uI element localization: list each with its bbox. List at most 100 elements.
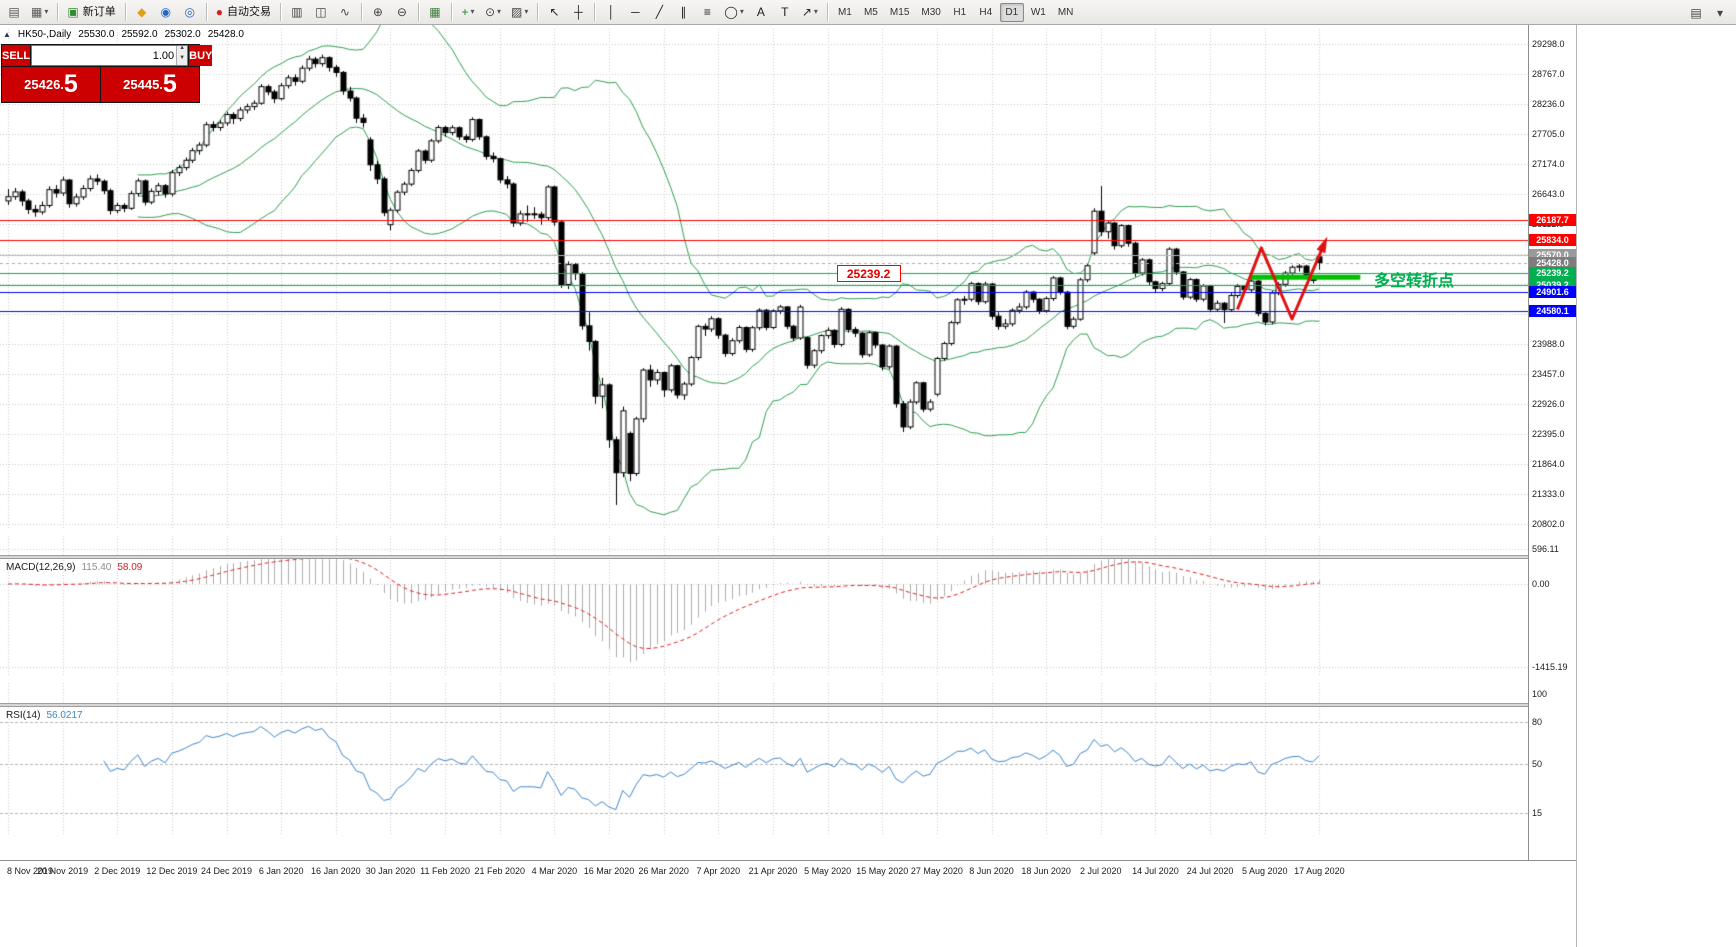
- rsi-axis-label: 15: [1532, 808, 1543, 818]
- date-axis-label: 17 Aug 2020: [1294, 866, 1345, 876]
- cursor-icon[interactable]: ↖: [543, 2, 565, 23]
- price-axis[interactable]: 29298.0 28767.0 28236.0 27705.0 27174.0 26643…: [1528, 25, 1576, 860]
- chevron-down-icon: ▾: [524, 7, 529, 16]
- panels-icon[interactable]: ▾: [1709, 2, 1731, 23]
- crosshair-icon: ┼: [574, 5, 583, 19]
- sell-button[interactable]: SELL: [2, 45, 31, 66]
- price-tag: 24580.1: [1529, 304, 1576, 317]
- shapes-icon: ◯: [724, 5, 738, 19]
- profiles-icon[interactable]: ▦ ▾: [27, 2, 52, 23]
- toolbar-separator: [205, 3, 207, 21]
- timeframe-button-m15[interactable]: M15: [889, 6, 910, 18]
- fibonacci-icon[interactable]: ≡: [696, 2, 718, 23]
- label-icon[interactable]: T: [774, 2, 796, 23]
- arrows-icon[interactable]: ↗ ▾: [798, 2, 822, 23]
- rsi-pane-splitter[interactable]: [0, 703, 1576, 707]
- shapes-icon[interactable]: ◯ ▾: [720, 2, 747, 23]
- trendline-icon[interactable]: ╱: [648, 2, 670, 23]
- bar-chart-icon[interactable]: ▥: [286, 2, 308, 23]
- expert-advisors-icon[interactable]: ◆: [131, 2, 153, 23]
- vertical-line-icon[interactable]: │: [600, 2, 622, 23]
- candlestick-chart-icon: ◫: [315, 5, 327, 19]
- sell-price[interactable]: 25426. 5: [2, 67, 100, 102]
- cursor-icon: ↖: [549, 5, 560, 19]
- new-order-button-icon: ▣: [67, 5, 79, 19]
- periods-icon[interactable]: ⊙ ▾: [481, 2, 505, 23]
- new-chart-icon: ▤: [8, 5, 20, 19]
- rsi-axis-label: 80: [1532, 717, 1543, 727]
- timeframe-button-w1[interactable]: W1: [1030, 6, 1046, 18]
- timeframe-button-h4[interactable]: H4: [979, 6, 993, 18]
- timeframe-button-m5[interactable]: M5: [863, 6, 878, 18]
- market-watch-icon[interactable]: ◉: [155, 2, 177, 23]
- new-chart-icon[interactable]: ▤: [3, 2, 25, 23]
- price-tag: 24901.6: [1529, 286, 1576, 299]
- date-axis[interactable]: 8 Nov 2019 20 Nov 2019 2 Dec 2019 12 Dec 20…: [0, 860, 1576, 884]
- ohlc-high: 25592.0: [121, 29, 158, 40]
- date-axis-label: 2 Jul 2020: [1080, 866, 1122, 876]
- horizontal-line-icon: ─: [631, 5, 640, 19]
- macd-axis-label: 596.11: [1532, 543, 1559, 554]
- price-chart-canvas[interactable]: [0, 25, 1528, 860]
- crosshair-icon[interactable]: ┼: [567, 2, 589, 23]
- market-watch-icon: ◉: [160, 5, 171, 19]
- auto-trading-button[interactable]: ● 自动交易: [212, 2, 275, 23]
- date-axis-label: 8 Nov 2019: [6, 866, 54, 876]
- line-chart-icon[interactable]: ∿: [334, 2, 356, 23]
- ohlc-low: 25302.0: [164, 29, 201, 40]
- auto-trading-button-icon: ●: [215, 5, 223, 19]
- date-axis-label: 12 Dec 2019: [146, 866, 198, 876]
- tile-windows-icon[interactable]: ▦: [424, 2, 446, 23]
- volume-input[interactable]: [32, 46, 177, 65]
- date-axis-label: 24 Dec 2019: [201, 866, 253, 876]
- print-icon[interactable]: ▤: [1685, 2, 1707, 23]
- turning-point-note[interactable]: 多空转折点: [1374, 272, 1455, 290]
- zoom-out-icon[interactable]: ⊖: [391, 2, 413, 23]
- rsi-indicator-label: RSI(14) 56.0217: [6, 710, 83, 721]
- line-chart-icon: ∿: [339, 5, 350, 19]
- buy-price-pip: 5: [162, 70, 177, 98]
- candlestick-chart-icon[interactable]: ◫: [310, 2, 332, 23]
- right-empty-panel: [1576, 25, 1736, 947]
- zoom-in-icon: ⊕: [372, 5, 383, 19]
- price-axis-label: 28767.0: [1532, 69, 1565, 79]
- volume-down-icon[interactable]: ▼: [177, 55, 188, 65]
- new-order-button[interactable]: ▣ 新订单: [63, 2, 119, 23]
- timeframe-button-d1[interactable]: D1: [999, 2, 1024, 22]
- price-tag: 26187.7: [1529, 213, 1576, 226]
- price-axis-label: 21864.0: [1532, 459, 1565, 469]
- rsi-axis-label: 100: [1532, 689, 1548, 699]
- zoom-in-icon[interactable]: ⊕: [367, 2, 389, 23]
- timeframe-button-m30[interactable]: M30: [921, 6, 941, 18]
- buy-button[interactable]: BUY: [189, 45, 213, 66]
- timeframe-button-h1[interactable]: H1: [953, 6, 967, 18]
- channel-icon[interactable]: ∥: [672, 2, 694, 23]
- timeframe-button-mn[interactable]: MN: [1057, 6, 1074, 18]
- macd-pane-splitter[interactable]: [0, 555, 1576, 559]
- symbol-period-label: HK50-,Daily: [17, 29, 72, 40]
- date-axis-label: 8 Jun 2020: [969, 866, 1014, 876]
- toolbar-separator: [450, 3, 452, 21]
- date-axis-label: 24 Jul 2020: [1186, 866, 1234, 876]
- text-icon[interactable]: A: [750, 2, 772, 23]
- oneclick-toggle-icon[interactable]: ▲: [3, 30, 11, 39]
- chart-window[interactable]: ▲ HK50-,Daily 25530.0 25592.0 25302.0 25…: [0, 25, 1576, 947]
- volume-up-icon[interactable]: ▲: [177, 45, 188, 56]
- chevron-down-icon: ▾: [813, 7, 818, 16]
- horizontal-line-icon[interactable]: ─: [624, 2, 646, 23]
- data-window-icon[interactable]: ◎: [179, 2, 201, 23]
- toolbar-separator: [537, 3, 539, 21]
- toolbar-separator: [826, 3, 828, 21]
- toolbar-separator: [124, 3, 126, 21]
- buy-price[interactable]: 25445. 5: [101, 67, 199, 102]
- price-axis-label: 22395.0: [1532, 429, 1565, 439]
- timeframe-button-m1[interactable]: M1: [837, 6, 852, 18]
- indicators-icon[interactable]: + ▾: [457, 2, 479, 23]
- fibonacci-icon: ≡: [703, 5, 711, 19]
- price-level-label[interactable]: 25239.2: [836, 265, 901, 283]
- price-tag: 25239.2: [1529, 267, 1576, 280]
- price-axis-label: 28236.0: [1532, 99, 1565, 109]
- price-tag: 25428.0: [1529, 256, 1576, 269]
- templates-icon[interactable]: ▨ ▾: [507, 2, 532, 23]
